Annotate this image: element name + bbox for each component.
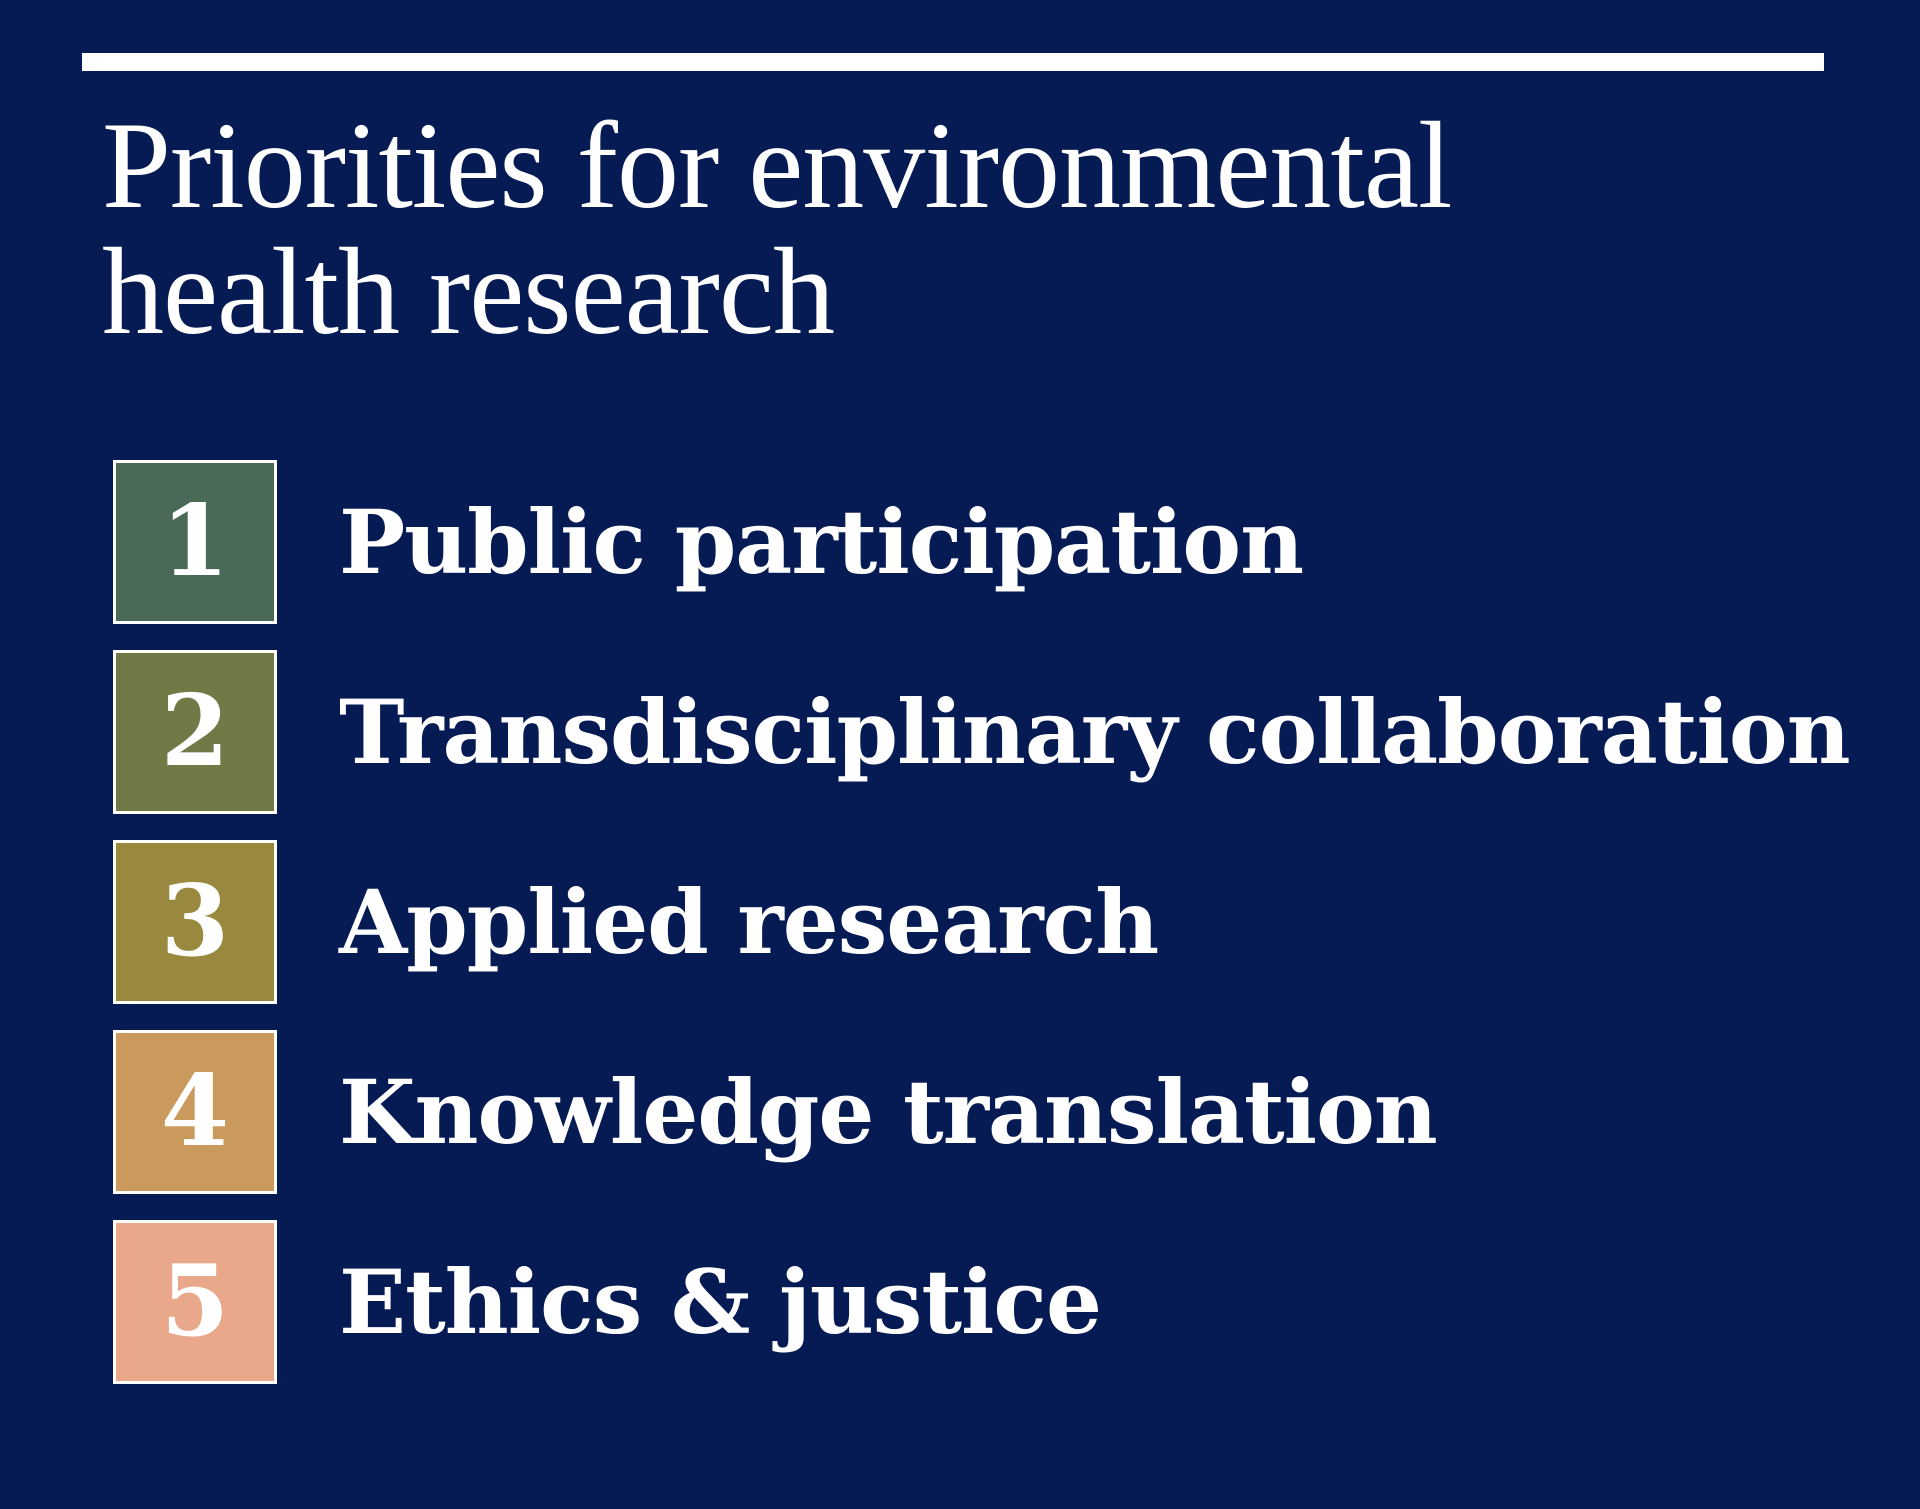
- priority-item-4: 4 Knowledge translation: [113, 1029, 1873, 1194]
- priority-label-4: Knowledge translation: [339, 1059, 1438, 1164]
- priority-number-2: 2: [160, 673, 230, 789]
- priority-label-1: Public participation: [339, 489, 1304, 594]
- priority-number-1: 1: [160, 483, 230, 599]
- priority-item-1: 1 Public participation: [113, 459, 1873, 624]
- priority-number-5: 5: [160, 1243, 230, 1359]
- priority-number-box-1: 1: [113, 459, 277, 624]
- priority-number-4: 4: [160, 1053, 230, 1169]
- priority-item-3: 3 Applied research: [113, 839, 1873, 1004]
- priority-label-5: Ethics & justice: [339, 1249, 1102, 1354]
- page-title: Priorities for environmental health rese…: [102, 103, 1702, 355]
- priority-number-box-2: 2: [113, 649, 277, 814]
- priority-number-3: 3: [160, 863, 230, 979]
- priority-list: 1 Public participation 2 Transdisciplina…: [113, 459, 1873, 1410]
- priority-number-box-5: 5: [113, 1219, 277, 1384]
- priority-label-3: Applied research: [339, 869, 1159, 974]
- title-line-1: Priorities for environmental: [102, 97, 1452, 234]
- priority-item-2: 2 Transdisciplinary collaboration: [113, 649, 1873, 814]
- priority-number-box-3: 3: [113, 839, 277, 1004]
- priority-label-2: Transdisciplinary collaboration: [339, 679, 1851, 784]
- priority-item-5: 5 Ethics & justice: [113, 1219, 1873, 1384]
- top-rule: [82, 53, 1824, 71]
- title-line-2: health research: [102, 223, 835, 360]
- priority-number-box-4: 4: [113, 1029, 277, 1194]
